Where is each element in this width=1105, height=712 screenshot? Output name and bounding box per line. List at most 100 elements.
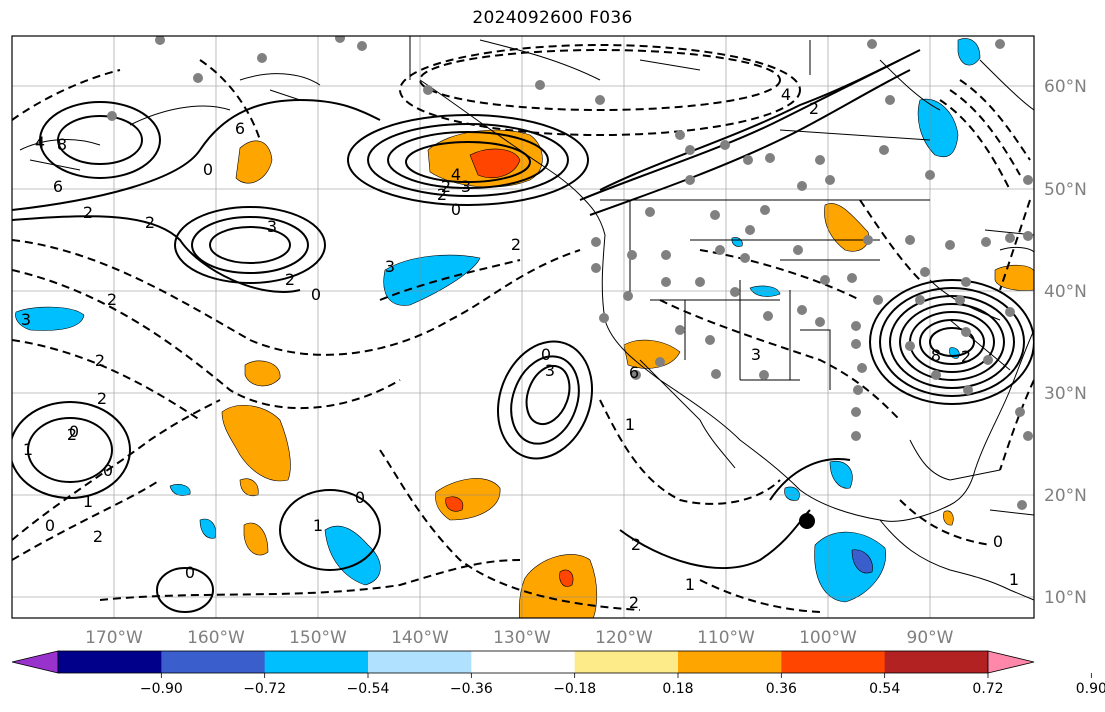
lat-label: 30°N [1044,384,1087,404]
red-region-south-pac [559,569,574,587]
contour-label: 2 [441,177,451,196]
contour-label: 1 [313,516,323,535]
colorbar-tick-label: 0.90 [1076,681,1105,697]
latitude-labels: 60°N 50°N 40°N 30°N 20°N 10°N [1044,77,1087,608]
blue-region-west-pac [15,306,85,331]
lon-label: 140°W [391,628,449,648]
chart-title: 2024092600 F036 [472,8,633,28]
contour-label: 6 [53,177,63,196]
coastlines [19,36,1034,601]
orange-region-bering [235,140,273,184]
colorbar-tick-label: 0.54 [869,681,900,697]
shaded-regions [15,38,1034,618]
orange-region-north-dakota [824,203,870,252]
contour-label: 2 [437,185,447,204]
longitude-labels: 170°W 160°W 150°W 140°W 130°W 120°W 110°W 100°W… [85,628,954,648]
blue-region-small-1 [169,484,191,496]
contour-label: 3 [545,361,555,380]
orange-region-central-pac-2 [221,405,291,482]
contour-label: 0 [185,563,195,582]
blue-region-small-3 [784,486,800,501]
colorbar-tick-label: −0.36 [450,681,493,697]
contour-label: 2 [511,235,521,254]
location-marker [799,513,815,529]
orange-region-south-pac [518,554,598,618]
contour-label: 2 [809,99,819,118]
colorbar-extend-low [11,650,59,674]
contour-label: 0 [451,200,461,219]
colorbar-segment [884,651,989,673]
contour-label: 0 [45,516,55,535]
lon-label: 130°W [493,628,551,648]
contour-label: 2 [285,270,295,289]
map-frame [11,35,1035,619]
colorbar-segment [58,651,162,673]
lon-label: 150°W [289,628,347,648]
colorbar-segment [264,651,369,673]
lon-label: 120°W [595,628,653,648]
colorbar-tick-label: 0.72 [972,681,1003,697]
blue-region-hudson [917,98,959,158]
contour-label: 2 [631,535,641,554]
orange-region-central-pac-1 [244,360,281,387]
contour-label: 2 [93,527,103,546]
colorbar-tick-label: 0.18 [662,681,693,697]
map-background [12,36,1034,618]
blue-region-tropical-pac [324,525,381,586]
colorbar-segment [678,651,782,673]
colorbar-segment [368,651,472,673]
contour-label: 2 [67,425,77,444]
contour-label: 3 [461,177,471,196]
contour-label: 3 [267,217,277,236]
colorbar-tick-label: −0.72 [243,681,286,697]
indigo-region-mexico [851,549,873,574]
contour-label: 2 [83,203,93,222]
red-region-east-pac [445,496,464,512]
blue-region-small-2 [199,518,216,539]
solid-contours [12,49,1034,613]
blue-region-mid-pac [383,254,481,306]
lon-label: 170°W [85,628,143,648]
orange-region-yucatan [943,510,954,526]
contour-label: 2 [107,290,117,309]
contour-label: 1 [23,440,33,459]
colorbar-segment [574,651,679,673]
lon-label: 110°W [697,628,755,648]
blue-region-mexico [814,531,887,603]
contour-label: 0 [993,532,1003,551]
orange-region-baja [623,339,681,369]
contour-label: 4 [781,85,791,104]
colorbar-segment [471,651,576,673]
contour-label: 3 [385,257,395,276]
contour-label: 3 [751,345,761,364]
colorbar-tick-label: −0.54 [347,681,390,697]
lon-label: 90°W [907,628,954,648]
contour-label: 0 [69,422,79,441]
lon-label: 160°W [187,628,245,648]
blue-region-labrador [957,38,981,66]
contour-label: 0 [103,461,113,480]
contour-label: 0 [203,160,213,179]
contour-label: 4 [451,165,461,184]
colorbar: −0.90 −0.72 −0.54 −0.36 −0.18 0.18 0.36 0.54 0.7… [11,650,1105,697]
contour-label: 1 [685,575,695,594]
contour-label: 1 [83,492,93,511]
red-region-gulf-alaska [469,148,521,179]
contour-label: 1 [1009,570,1019,589]
dashed-contours [12,44,1034,613]
colorbar-tick-label: −0.18 [553,681,596,697]
contour-label: 0 [355,488,365,507]
colorbar-segment [781,651,886,673]
contour-label: 6 [235,119,245,138]
contour-label: 1 [625,415,635,434]
lat-label: 50°N [1044,180,1087,200]
lat-label: 40°N [1044,282,1087,302]
contour-label: 8 [931,346,941,365]
contour-label: 8 [57,135,67,154]
colorbar-tick-label: −0.90 [140,681,183,697]
contour-label: 3 [21,310,31,329]
orange-region-great-lakes [994,264,1034,291]
orange-region-central-pac-4 [243,522,269,556]
